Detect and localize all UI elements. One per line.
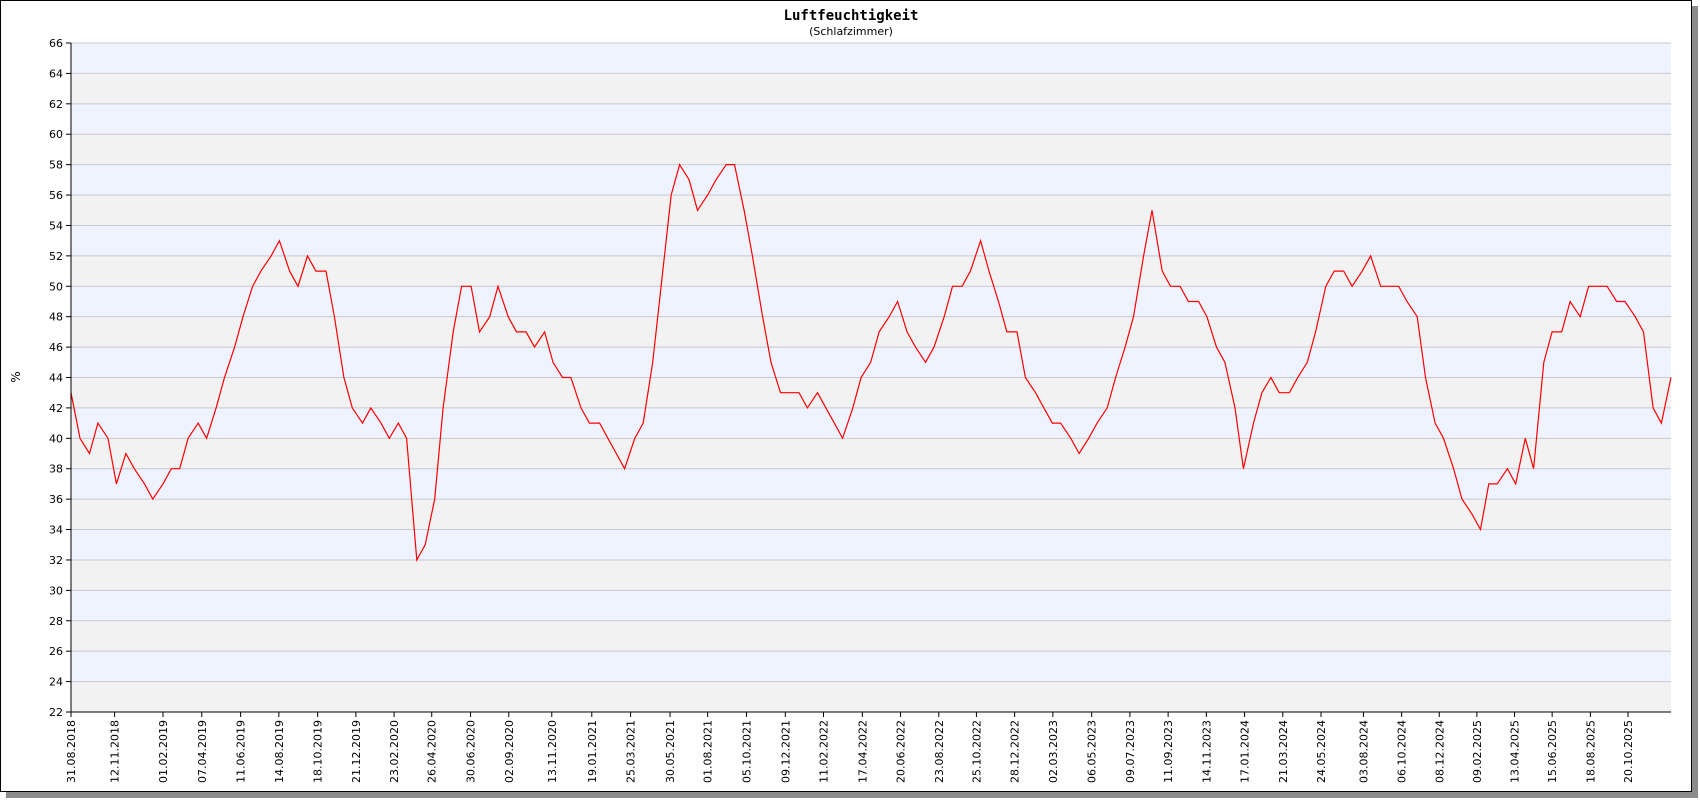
y-tick-label: 60	[49, 128, 63, 141]
background-band	[71, 103, 1671, 135]
y-tick-label: 50	[49, 280, 63, 293]
background-band	[71, 134, 1671, 165]
y-tick-label: 28	[49, 615, 63, 628]
y-tick-label: 24	[49, 676, 63, 689]
background-band	[71, 255, 1671, 287]
background-band	[71, 651, 1671, 682]
background-band	[71, 620, 1671, 652]
x-tick-label: 19.01.2021	[586, 720, 599, 783]
x-tick-label: 20.10.2025	[1622, 720, 1635, 783]
chart-title: Luftfeuchtigkeit	[784, 8, 919, 24]
x-tick-label: 25.10.2022	[970, 720, 983, 783]
x-tick-label: 12.11.2018	[109, 720, 122, 783]
x-tick-label: 23.02.2020	[388, 720, 401, 783]
x-tick-label: 01.02.2019	[157, 720, 170, 783]
background-band	[71, 499, 1671, 530]
x-tick-label: 02.09.2020	[503, 720, 516, 783]
background-band	[71, 73, 1671, 104]
x-tick-label: 11.06.2019	[235, 720, 248, 783]
y-tick-label: 62	[49, 98, 63, 111]
x-tick-label: 01.08.2021	[702, 720, 715, 783]
background-band	[71, 468, 1671, 500]
background-band	[71, 377, 1671, 408]
x-tick-label: 09.07.2023	[1124, 720, 1137, 783]
chart-subtitle: (Schlafzimmer)	[809, 25, 893, 38]
series-line-humidity	[70, 163, 1672, 563]
y-tick-label: 44	[49, 372, 63, 385]
x-tick-label: 23.08.2022	[933, 720, 946, 783]
x-tick-label: 06.05.2023	[1086, 720, 1099, 783]
background-band	[71, 195, 1671, 226]
x-tick-label: 30.05.2021	[664, 720, 677, 783]
x-tick-label: 18.10.2019	[312, 720, 325, 783]
x-tick-label: 21.12.2019	[350, 720, 363, 783]
background-band	[71, 286, 1671, 317]
background-band	[71, 590, 1671, 621]
background-band	[71, 529, 1671, 560]
x-tick-label: 09.12.2021	[779, 720, 792, 783]
x-tick-label: 24.05.2024	[1315, 720, 1328, 783]
y-tick-label: 36	[49, 493, 63, 506]
x-tick-label: 21.03.2024	[1277, 720, 1290, 783]
y-tick-label: 58	[49, 159, 63, 172]
x-tick-label: 13.04.2025	[1509, 720, 1522, 783]
y-tick-label: 30	[49, 584, 63, 597]
x-tick-label: 02.03.2023	[1047, 720, 1060, 783]
x-tick-label: 07.04.2019	[196, 720, 209, 783]
background-band	[71, 316, 1671, 348]
x-tick-label: 15.06.2025	[1546, 720, 1559, 783]
x-tick-label: 28.12.2022	[1009, 720, 1022, 783]
y-tick-label: 32	[49, 554, 63, 567]
x-tick-label: 03.08.2024	[1357, 720, 1370, 783]
x-tick-label: 11.02.2022	[818, 720, 831, 783]
x-tick-label: 13.11.2020	[546, 720, 559, 783]
x-tick-label: 25.03.2021	[625, 720, 638, 783]
y-tick-label: 66	[49, 37, 63, 50]
y-tick-label: 26	[49, 645, 63, 658]
background-band	[71, 559, 1671, 591]
y-tick-label: 22	[49, 706, 63, 719]
y-tick-label: 40	[49, 432, 63, 445]
background-band	[71, 43, 1671, 74]
y-tick-label: 42	[49, 402, 63, 415]
background-band	[71, 164, 1671, 196]
background-band	[71, 225, 1671, 256]
x-tick-label: 14.08.2019	[273, 720, 286, 783]
x-tick-label: 31.08.2018	[65, 720, 78, 783]
x-tick-label: 05.10.2021	[740, 720, 753, 783]
x-tick-label: 11.09.2023	[1162, 720, 1175, 783]
y-tick-label: 54	[49, 219, 63, 232]
y-tick-label: 64	[49, 67, 63, 80]
y-tick-label: 34	[49, 524, 63, 537]
x-tick-label: 14.11.2023	[1200, 720, 1213, 783]
y-tick-label: 56	[49, 189, 63, 202]
x-tick-label: 30.06.2020	[465, 720, 478, 783]
y-axis-label: %	[9, 371, 23, 382]
x-tick-label: 26.04.2020	[426, 720, 439, 783]
x-tick-label: 09.02.2025	[1471, 720, 1484, 783]
background-band	[71, 438, 1671, 469]
x-tick-label: 20.06.2022	[895, 720, 908, 783]
x-tick-label: 06.10.2024	[1396, 720, 1409, 783]
x-tick-label: 08.12.2024	[1433, 720, 1446, 783]
y-tick-label: 46	[49, 341, 63, 354]
x-tick-label: 17.04.2022	[856, 720, 869, 783]
y-tick-label: 48	[49, 311, 63, 324]
y-tick-label: 38	[49, 463, 63, 476]
background-band	[71, 407, 1671, 439]
background-band	[71, 681, 1671, 712]
x-tick-label: 17.01.2024	[1239, 720, 1252, 783]
y-tick-label: 52	[49, 250, 63, 263]
x-tick-label: 18.08.2025	[1584, 720, 1597, 783]
